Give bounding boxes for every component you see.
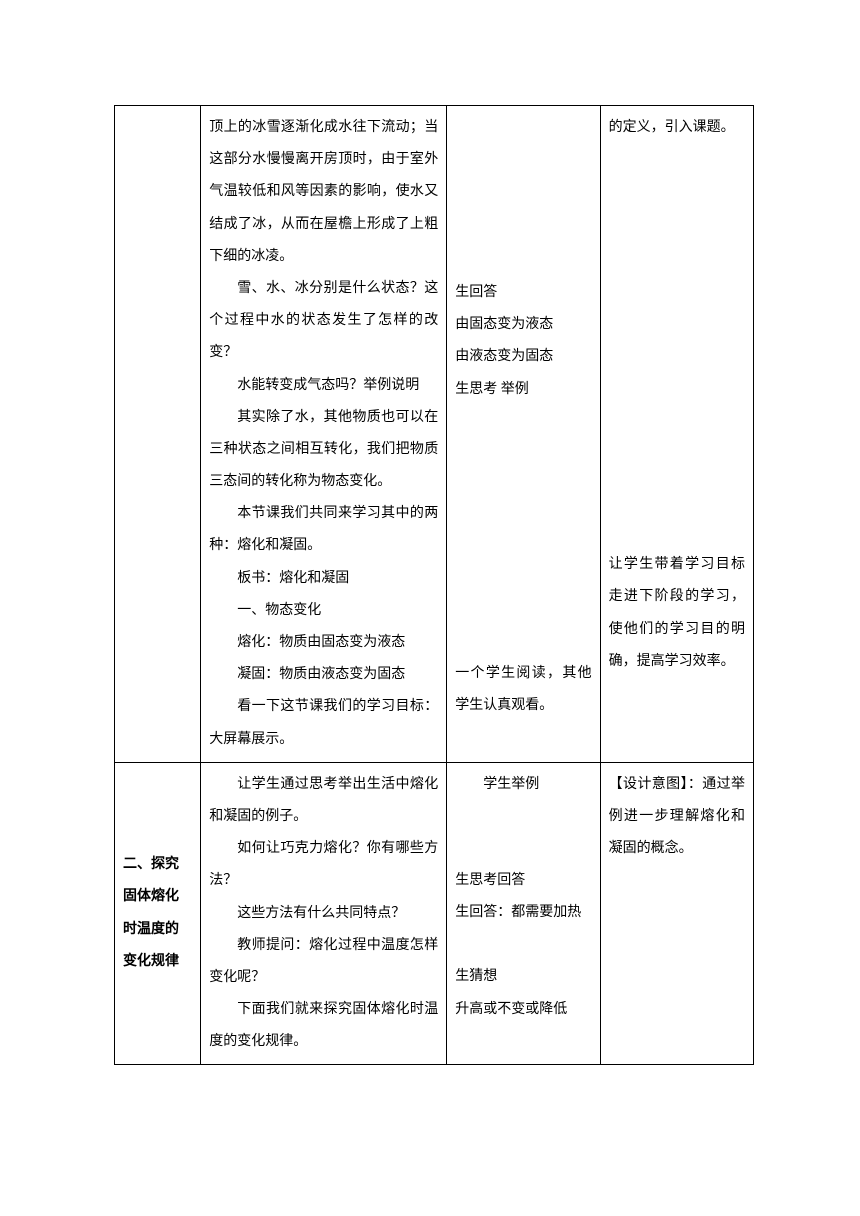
spacer <box>455 929 591 961</box>
paragraph: 板书：熔化和凝固 <box>209 563 438 595</box>
paragraph: 顶上的冰雪逐渐化成水往下流动；当这部分水慢慢离开房顶时，由于室外气温较低和风等因… <box>209 112 438 273</box>
section-label-cell <box>115 106 201 763</box>
table-row: 二、探究固体熔化时温度的变化规律 让学生通过思考举出生活中熔化和凝固的例子。 如… <box>115 762 754 1065</box>
student-activity-cell: 生回答 由固态变为液态 由液态变为固态 生思考 举例 一个学生阅读，其他学生认真… <box>447 106 600 763</box>
paragraph: 看一下这节课我们的学习目标：大屏幕展示。 <box>209 691 438 755</box>
paragraph: 由液态变为固态 <box>455 341 591 373</box>
paragraph: 其实除了水，其他物质也可以在三种状态之间相互转化，我们把物质三态间的转化称为物态… <box>209 402 438 499</box>
paragraph: 一、物态变化 <box>209 595 438 627</box>
section-label-cell: 二、探究固体熔化时温度的变化规律 <box>115 762 201 1065</box>
teacher-activity-cell: 让学生通过思考举出生活中熔化和凝固的例子。 如何让巧克力熔化？你有哪些方法？ 这… <box>201 762 447 1065</box>
paragraph: 本节课我们共同来学习其中的两种：熔化和凝固。 <box>209 498 438 562</box>
paragraph: 生思考回答 <box>455 865 591 897</box>
spacer <box>455 112 591 277</box>
paragraph: 雪、水、冰分别是什么状态？这个过程中水的状态发生了怎样的改变？ <box>209 273 438 370</box>
paragraph: 学生举例 <box>455 769 591 801</box>
lesson-plan-table: 顶上的冰雪逐渐化成水往下流动；当这部分水慢慢离开房顶时，由于室外气温较低和风等因… <box>114 105 754 1065</box>
design-intent-cell: 的定义，引入课题。 让学生带着学习目标走进下阶段的学习，使他们的学习目的明确，提… <box>600 106 753 763</box>
paragraph: 由固态变为液态 <box>455 309 591 341</box>
paragraph: 【设计意图】：通过举例进一步理解熔化和凝固的概念。 <box>609 769 745 866</box>
paragraph: 生回答：都需要加热 <box>455 897 591 929</box>
paragraph: 如何让巧克力熔化？你有哪些方法？ <box>209 833 438 897</box>
paragraph: 生回答 <box>455 277 591 309</box>
paragraph: 凝固：物质由液态变为固态 <box>209 659 438 691</box>
paragraph: 熔化：物质由固态变为液态 <box>209 627 438 659</box>
table-row: 顶上的冰雪逐渐化成水往下流动；当这部分水慢慢离开房顶时，由于室外气温较低和风等因… <box>115 106 754 763</box>
paragraph: 一个学生阅读，其他学生认真观看。 <box>455 658 591 722</box>
spacer <box>455 406 591 658</box>
teacher-activity-cell: 顶上的冰雪逐渐化成水往下流动；当这部分水慢慢离开房顶时，由于室外气温较低和风等因… <box>201 106 447 763</box>
student-activity-cell: 学生举例 生思考回答 生回答：都需要加热 生猜想 升高或不变或降低 <box>447 762 600 1065</box>
paragraph: 升高或不变或降低 <box>455 994 591 1026</box>
paragraph: 教师提问：熔化过程中温度怎样变化呢？ <box>209 930 438 994</box>
paragraph: 水能转变成气态吗？举例说明 <box>209 370 438 402</box>
paragraph: 的定义，引入课题。 <box>609 112 745 144</box>
paragraph: 下面我们就来探究固体熔化时温度的变化规律。 <box>209 994 438 1058</box>
spacer <box>609 144 745 549</box>
spacer <box>455 801 591 865</box>
paragraph: 生猜想 <box>455 961 591 993</box>
paragraph: 生思考 举例 <box>455 374 591 406</box>
paragraph: 这些方法有什么共同特点？ <box>209 898 438 930</box>
paragraph: 让学生带着学习目标走进下阶段的学习，使他们的学习目的明确，提高学习效率。 <box>609 549 745 678</box>
design-intent-cell: 【设计意图】：通过举例进一步理解熔化和凝固的概念。 <box>600 762 753 1065</box>
paragraph: 让学生通过思考举出生活中熔化和凝固的例子。 <box>209 769 438 833</box>
